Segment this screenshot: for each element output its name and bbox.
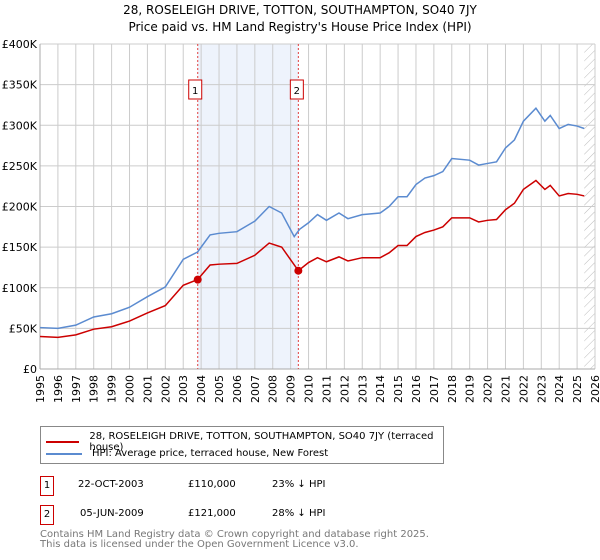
x-tick-label: 2005 [213, 375, 226, 403]
x-tick-label: 2025 [571, 375, 584, 403]
y-tick-label: £100K [2, 282, 38, 295]
sale-point [294, 266, 303, 275]
x-tick-label: 2011 [320, 375, 333, 403]
y-tick-label: £50K [9, 322, 38, 335]
x-tick-label: 2024 [553, 375, 566, 403]
sale-row: 1 22-OCT-2003 £110,000 23% ↓ HPI [40, 476, 440, 496]
x-tick-label: 2020 [482, 375, 495, 403]
y-tick-label: £250K [2, 160, 38, 173]
legend-label: HPI: Average price, terraced house, New … [92, 448, 329, 459]
footer-line: This data is licensed under the Open Gov… [40, 539, 359, 550]
x-tick-label: 2009 [285, 375, 298, 403]
legend-label: 28, ROSELEIGH DRIVE, TOTTON, SOUTHAMPTON… [89, 431, 434, 453]
legend: 28, ROSELEIGH DRIVE, TOTTON, SOUTHAMPTON… [40, 426, 444, 464]
sale-label: 2 [294, 86, 300, 97]
x-tick-label: 2012 [338, 375, 351, 403]
sale-hpi: 23% ↓ HPI [272, 479, 326, 490]
sale-point [193, 275, 202, 284]
x-tick-label: 2023 [535, 375, 548, 403]
x-tick-label: 2016 [410, 375, 423, 403]
sale-label-box [289, 79, 304, 100]
y-tick-label: £0 [23, 363, 37, 376]
x-tick-label: 2015 [392, 375, 405, 403]
y-tick-label: £200K [2, 201, 38, 214]
chart-area: 1995 1996 1997 1998 1999 2000 2001 2002 2003 2004… [2, 38, 600, 403]
sale-hpi: 28% ↓ HPI [272, 508, 326, 519]
x-tick-label: 1999 [106, 375, 119, 403]
x-tick-label: 2021 [499, 375, 512, 403]
x-tick-label: 2002 [159, 375, 172, 403]
x-tick-label: 1997 [70, 375, 83, 403]
legend-item-hpi: HPI: Average price, terraced house, New … [46, 448, 328, 459]
y-tick-label: £400K [2, 38, 38, 51]
x-tick-label: 2000 [124, 375, 137, 403]
footer-line: Contains HM Land Registry data © Crown c… [40, 529, 429, 540]
x-tick-label: 2018 [446, 375, 459, 403]
x-tick-label: 2001 [141, 375, 154, 403]
y-tick-label: £350K [2, 79, 38, 92]
sale-date: 05-JUN-2009 [80, 508, 144, 519]
sale-row: 2 05-JUN-2009 £121,000 28% ↓ HPI [40, 505, 440, 525]
x-tick-label: 2026 [589, 375, 600, 403]
sale-label-box [188, 79, 203, 100]
y-tick-label: £150K [2, 241, 38, 254]
sale-price: £110,000 [188, 479, 236, 490]
x-tick-label: 2007 [249, 375, 262, 403]
x-tick-label: 1995 [34, 375, 47, 403]
sale-marker: 1 [40, 476, 54, 496]
x-tick-label: 2004 [195, 375, 208, 403]
series-line [39, 179, 585, 339]
x-tick-label: 1998 [88, 375, 101, 403]
x-tick-label: 2010 [303, 375, 316, 403]
chart-title: 28, ROSELEIGH DRIVE, TOTTON, SOUTHAMPTON… [123, 3, 477, 17]
sale-date: 22-OCT-2003 [78, 479, 144, 490]
series-line [39, 107, 585, 330]
x-tick-label: 2022 [517, 375, 530, 403]
x-tick-label: 2017 [428, 375, 441, 403]
sale-marker: 2 [40, 505, 54, 525]
x-tick-label: 2006 [231, 375, 244, 403]
x-tick-label: 1996 [52, 375, 65, 403]
x-tick-label: 2014 [374, 375, 387, 403]
x-tick-label: 2008 [267, 375, 280, 403]
x-tick-label: 2003 [177, 375, 190, 403]
footer: Contains HM Land Registry data © Crown c… [40, 530, 429, 550]
x-tick-label: 2019 [464, 375, 477, 403]
sale-label: 1 [192, 86, 198, 97]
legend-swatch [46, 452, 82, 455]
sale-price: £121,000 [188, 508, 236, 519]
chart-subtitle: Price paid vs. HM Land Registry's House … [128, 20, 472, 34]
x-tick-label: 2013 [356, 375, 369, 403]
legend-item-property: 28, ROSELEIGH DRIVE, TOTTON, SOUTHAMPTON… [46, 431, 443, 453]
y-tick-label: £300K [2, 119, 38, 132]
legend-swatch [46, 441, 80, 443]
